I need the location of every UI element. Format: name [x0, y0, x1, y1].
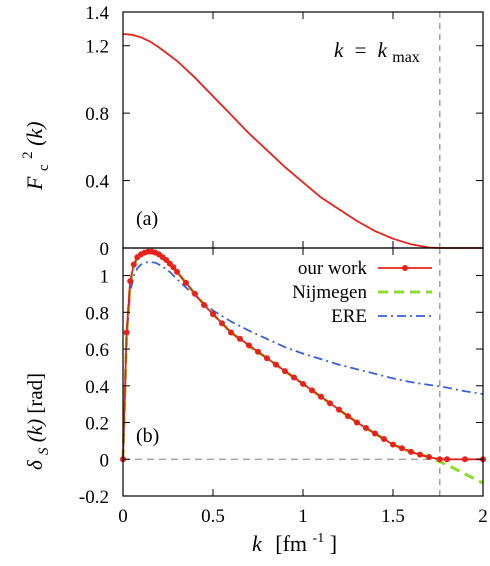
- our-work-point: [444, 456, 450, 463]
- our-work-point: [408, 448, 414, 455]
- our-work-point: [436, 456, 443, 463]
- panel-a: 0 0.4 0.8 1.2 1.4 (a) k = k max F c 2 (k): [12, 3, 484, 260]
- our-work-point: [390, 441, 396, 448]
- our-work-point: [318, 393, 324, 400]
- our-work-point: [246, 342, 252, 349]
- our-work-point: [130, 261, 137, 268]
- our-work-point: [363, 425, 369, 432]
- ytick-label: 0: [100, 450, 110, 471]
- panel-b-xticks: 0 0.5 1 1.5 2: [118, 248, 488, 527]
- our-work-point: [174, 268, 180, 275]
- panel-b-reflines: [123, 248, 483, 496]
- legend-label: Nijmegen: [292, 282, 367, 303]
- panel-a-yticks: 0 0.4 0.8 1.2 1.4: [85, 3, 484, 260]
- ytick-label: 0: [100, 239, 110, 260]
- panel-b-yticks: -0.2 0 0.2 0.4 0.6 0.8 1: [79, 267, 483, 508]
- our-work-point: [327, 400, 333, 407]
- legend-marker: [402, 265, 408, 271]
- our-work-point: [255, 348, 261, 355]
- ytick-label: -0.2: [79, 487, 109, 508]
- our-work-point: [291, 374, 297, 381]
- our-work-point: [192, 290, 198, 297]
- our-work-point: [166, 260, 173, 267]
- our-work-point: [417, 451, 423, 458]
- xtick-label: 1.5: [381, 506, 405, 527]
- our-work-point: [273, 361, 279, 368]
- our-work-point: [123, 329, 130, 336]
- our-work-point: [228, 329, 234, 336]
- panel-b-label: (b): [136, 425, 159, 447]
- our-work-point: [399, 445, 405, 452]
- legend-label: our work: [298, 258, 368, 279]
- ere-line: [122, 260, 484, 460]
- ytick-label: 0.8: [85, 104, 109, 125]
- panel-a-ylabel: F c 2 (k): [12, 121, 53, 191]
- ytick-label: 1: [100, 267, 110, 288]
- our-work-point: [381, 436, 387, 443]
- our-work-point: [426, 454, 432, 461]
- our-work-point: [462, 456, 468, 463]
- our-work-point: [127, 278, 134, 285]
- our-work-point: [336, 406, 342, 413]
- panel-a-label: (a): [136, 208, 158, 230]
- kmax-annotation: k = k max: [334, 38, 420, 66]
- xtick-label: 0.5: [201, 506, 225, 527]
- ytick-label: 0.6: [85, 340, 109, 361]
- xtick-label: 2: [478, 506, 488, 527]
- ytick-label: 1.2: [85, 37, 109, 58]
- our-work-point: [300, 380, 306, 387]
- our-work-point: [219, 320, 225, 327]
- our-work-point: [309, 387, 315, 394]
- our-work-point: [372, 430, 378, 437]
- our-work-point: [354, 419, 360, 426]
- our-work-point: [264, 355, 270, 362]
- panel-b-xlabel: k [fm -1 ]: [252, 522, 337, 556]
- our-work-point: [183, 279, 189, 286]
- ytick-label: 0.4: [85, 377, 109, 398]
- our-work-point: [237, 335, 243, 342]
- ytick-label: 0.2: [85, 414, 109, 435]
- our-work-point: [201, 301, 207, 308]
- our-work-point: [282, 368, 288, 375]
- our-work-point: [345, 413, 351, 420]
- panel-b-ylabel: δ S (k) [rad]: [23, 373, 53, 470]
- xtick-label: 0: [118, 506, 128, 527]
- our-work-point: [210, 311, 216, 318]
- panel-b: -0.2 0 0.2 0.4 0.6 0.8 1 0 0.5 1 1.5 2 (b) our wor…: [23, 247, 488, 556]
- legend: our work Nijmegen ERE: [292, 258, 432, 327]
- ytick-label: 1.4: [85, 3, 109, 24]
- our-work-point: [163, 256, 170, 263]
- our-work-point: [170, 264, 177, 271]
- panel-a-series: [122, 33, 483, 249]
- panel-b-series: [120, 248, 486, 485]
- panel-a-frame: [122, 11, 484, 249]
- ytick-label: 0.4: [85, 172, 109, 193]
- ytick-label: 0.8: [85, 303, 109, 324]
- xtick-label: 1: [298, 506, 308, 527]
- legend-label: ERE: [331, 306, 367, 327]
- form-factor-line: [122, 33, 483, 249]
